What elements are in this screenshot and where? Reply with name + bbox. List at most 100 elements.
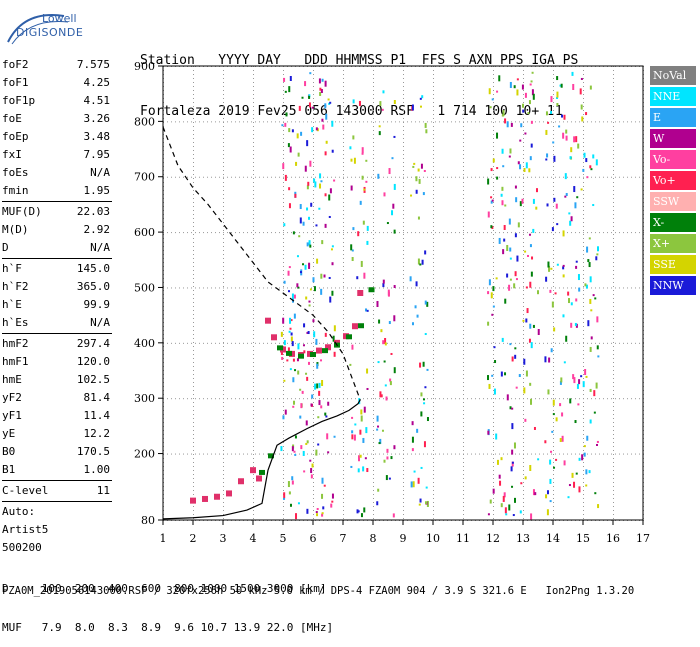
noise-echo [283, 497, 286, 500]
grid-dot [493, 362, 494, 363]
grid-dot [283, 202, 284, 203]
grid-dot [595, 176, 596, 178]
noise-echo [351, 249, 354, 252]
noise-echo [537, 328, 540, 335]
grid-dot [307, 176, 308, 178]
noise-echo [300, 445, 303, 450]
grid-dot [283, 426, 284, 427]
grid-dot [193, 458, 194, 459]
noise-echo [392, 203, 395, 209]
grid-dot [435, 232, 436, 234]
grid-dot [267, 287, 268, 289]
grid-dot [403, 174, 404, 175]
grid-dot [493, 474, 494, 475]
grid-dot [247, 121, 248, 123]
grid-dot [553, 410, 554, 411]
grid-dot [283, 90, 284, 91]
grid-dot [523, 166, 524, 167]
grid-dot [171, 121, 172, 123]
grid-dot [493, 182, 494, 183]
grid-dot [553, 378, 554, 379]
param-row: fmin 1.95 [2, 182, 112, 200]
grid-dot [523, 134, 524, 135]
grid-dot [613, 142, 614, 143]
grid-dot [553, 518, 554, 519]
grid-dot [523, 290, 524, 291]
noise-echo [544, 356, 547, 363]
grid-dot [493, 222, 494, 223]
param-label: MUF(D) [2, 205, 42, 218]
grid-dot [253, 290, 254, 291]
grid-dot [493, 418, 494, 419]
grid-dot [493, 494, 494, 495]
noise-echo [573, 186, 576, 193]
noise-echo [388, 477, 391, 480]
grid-dot [553, 70, 554, 71]
noise-echo [321, 379, 324, 386]
grid-dot [253, 374, 254, 375]
grid-dot [433, 218, 434, 219]
noise-echo [569, 220, 572, 226]
x-tick-label: 13 [516, 532, 530, 545]
noise-echo [296, 358, 299, 362]
grid-dot [433, 122, 434, 123]
grid-dot [403, 242, 404, 243]
grid-dot [323, 176, 324, 178]
noise-echo [524, 250, 527, 253]
grid-dot [443, 121, 444, 123]
noise-echo [419, 498, 422, 503]
grid-dot [403, 134, 404, 135]
grid-dot [547, 287, 548, 289]
grid-dot [463, 214, 464, 215]
noise-echo [290, 319, 293, 322]
grid-dot [493, 86, 494, 87]
grid-dot [613, 470, 614, 471]
grid-dot [313, 290, 314, 291]
grid-dot [253, 454, 254, 455]
grid-dot [331, 453, 332, 455]
grid-dot [253, 246, 254, 247]
grid-dot [523, 334, 524, 335]
grid-dot [399, 121, 400, 123]
noise-echo [537, 290, 540, 295]
grid-dot [463, 86, 464, 87]
grid-dot [343, 202, 344, 203]
grid-dot [523, 121, 524, 123]
grid-dot [583, 238, 584, 239]
noise-echo [505, 513, 508, 516]
grid-dot [239, 232, 240, 234]
grid-dot [553, 478, 554, 479]
noise-echo [525, 318, 528, 323]
param-row: hmF2 297.4 [2, 335, 112, 353]
grid-dot [443, 453, 444, 455]
noise-echo [321, 240, 324, 245]
y-tick-label: 600 [134, 226, 155, 239]
noise-echo [588, 237, 591, 240]
grid-dot [223, 242, 224, 243]
noise-echo [532, 324, 535, 328]
noise-echo [493, 346, 496, 349]
grid-dot [613, 450, 614, 451]
noise-echo [315, 511, 318, 514]
noise-echo [551, 227, 554, 232]
grid-dot [167, 176, 168, 178]
grid-dot [463, 302, 464, 303]
grid-dot [613, 310, 614, 311]
noise-echo [509, 343, 512, 346]
x-tick-label: 9 [400, 532, 407, 545]
noise-echo [426, 301, 429, 307]
noise-echo [597, 504, 600, 509]
noise-echo [548, 265, 551, 272]
grid-dot [639, 342, 640, 344]
grid-dot [343, 390, 344, 391]
grid-dot [299, 453, 300, 455]
noise-echo [495, 277, 498, 280]
param-label: C-level [2, 484, 49, 497]
grid-dot [493, 206, 494, 207]
grid-dot [571, 453, 572, 455]
grid-dot [313, 114, 314, 115]
grid-dot [583, 370, 584, 371]
grid-dot [635, 342, 636, 344]
grid-dot [175, 453, 176, 455]
param-row: hmF1 120.0 [2, 353, 112, 371]
